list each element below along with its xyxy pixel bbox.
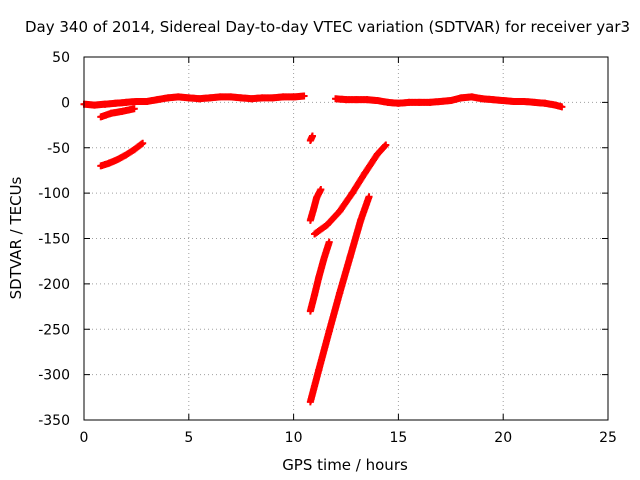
y-tick-label: -100: [38, 186, 70, 202]
series-3: [97, 139, 147, 170]
series-4: [332, 93, 566, 111]
data-point: [317, 185, 325, 193]
y-tick-label: 50: [52, 50, 70, 66]
y-tick-label: -300: [38, 368, 70, 384]
y-tick-label: -200: [38, 277, 70, 293]
data-point: [300, 92, 308, 100]
y-tick-label: 0: [61, 95, 70, 111]
chart-title: Day 340 of 2014, Sidereal Day-to-day VTE…: [25, 18, 631, 36]
x-tick-label: 10: [285, 430, 303, 446]
grid-lines: [84, 57, 608, 420]
data-point: [558, 103, 566, 111]
series-6: [306, 185, 325, 224]
series-5: [306, 132, 316, 144]
data-point: [130, 105, 138, 113]
data-point: [325, 238, 333, 246]
series-1: [97, 105, 138, 121]
x-axis-label: GPS time / hours: [282, 456, 408, 474]
x-tick-label: 25: [599, 430, 617, 446]
series-9: [306, 193, 373, 406]
x-tick-label: 20: [494, 430, 512, 446]
data-point: [139, 139, 147, 147]
series-0: [80, 97, 151, 109]
x-tick-label: 0: [80, 430, 89, 446]
data-point: [308, 132, 316, 140]
y-tick-label: -150: [38, 232, 70, 248]
series-8: [306, 238, 333, 315]
series-2: [143, 92, 308, 105]
y-tick-label: -250: [38, 322, 70, 338]
y-tick-label: -50: [47, 141, 70, 157]
series-7: [311, 141, 390, 238]
data-point: [382, 141, 390, 149]
y-tick-label: -350: [38, 413, 70, 429]
data-point: [365, 193, 373, 201]
plot-frame: [83, 56, 609, 421]
data-series: [80, 92, 566, 406]
x-tick-label: 5: [184, 430, 193, 446]
x-tick-label: 15: [389, 430, 407, 446]
